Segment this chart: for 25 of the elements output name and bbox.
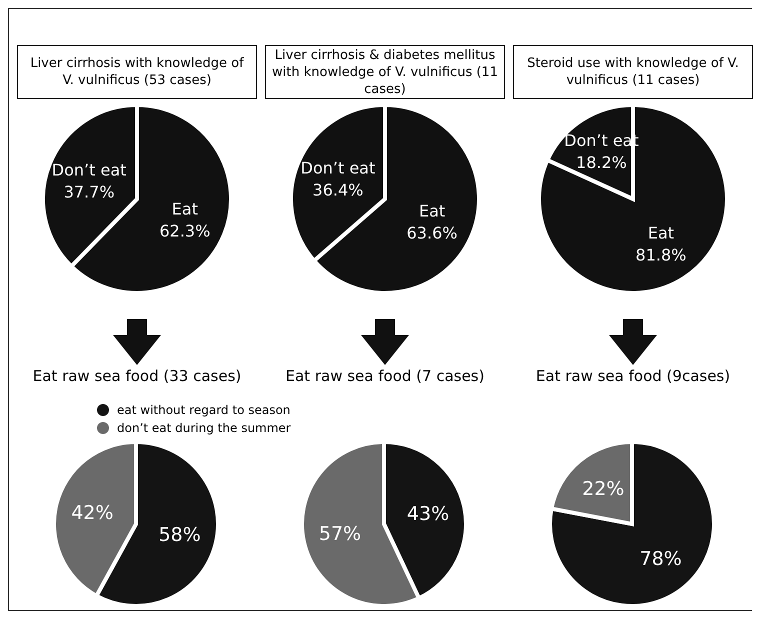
chart-title: Eat raw sea food (7 cases) <box>284 367 486 385</box>
data-label: 78% <box>640 548 682 570</box>
chart-title: Eat raw sea food (9cases) <box>534 367 732 385</box>
chart-title: Eat raw sea food (33 cases) <box>32 367 242 385</box>
slice-label: Eat <box>172 199 198 218</box>
chart-title: Liver cirrhosis & diabetes mellitus with knowledge of V. vulnificus (11 cases) <box>265 45 505 99</box>
data-label: 43% <box>406 503 450 526</box>
data-label: 63.6% <box>406 223 458 242</box>
slice-label: Eat <box>418 201 446 220</box>
slice-label: Don’t eat <box>300 158 376 178</box>
chart-title: Steroid use with knowledge of V. vulnificus (11 cases) <box>513 45 753 99</box>
data-label: 37.7% <box>64 182 115 202</box>
slice-label: Eat <box>648 223 674 242</box>
chart-title: Liver cirrhosis with knowledge of V. vulnificus (53 cases) <box>17 45 257 99</box>
data-label: 58% <box>158 524 201 546</box>
data-label: 57% <box>318 522 362 545</box>
slice-label: Don’t eat <box>52 160 126 180</box>
data-label: 81.8% <box>636 245 686 264</box>
data-label: 36.4% <box>312 180 364 200</box>
legend-label: eat without regard to season <box>117 402 290 419</box>
data-label: 18.2% <box>576 152 627 172</box>
data-label: 42% <box>71 502 114 524</box>
data-label: 22% <box>582 478 624 500</box>
legend-label: don’t eat during the summer <box>117 420 291 437</box>
data-label: 62.3% <box>159 221 210 240</box>
